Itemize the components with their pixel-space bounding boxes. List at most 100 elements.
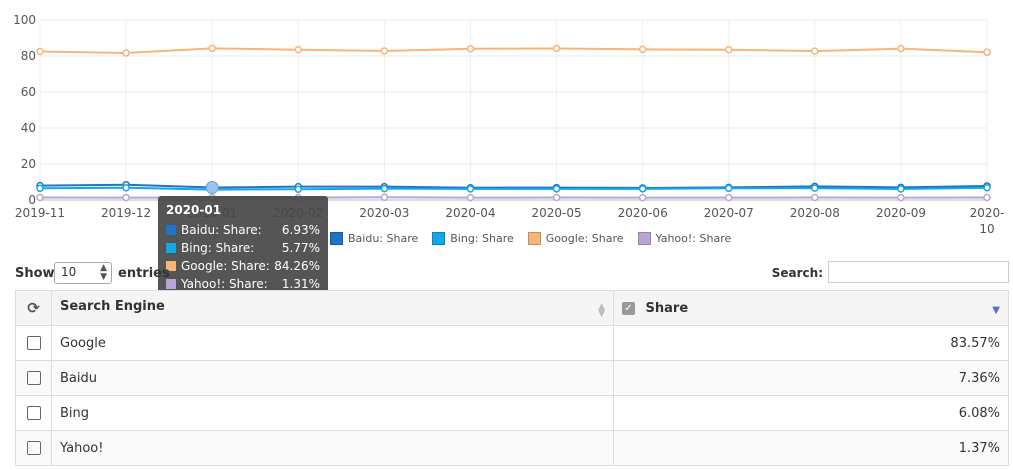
share-cell: 7.36% [613, 360, 1009, 396]
data-point [294, 185, 303, 193]
tooltip-row-yahoo: Yahoo!: Share: 1.31% [166, 275, 320, 293]
engine-cell: Yahoo! [51, 430, 614, 466]
y-tick-label: 60 [21, 85, 36, 99]
header-search-engine[interactable]: Search Engine ▲ ▼ [51, 290, 614, 326]
sort-icon: ▲ ▼ [598, 301, 605, 319]
table-controls: Show 10 ▲ ▼ entries Search: [15, 261, 1009, 287]
tooltip-swatch-google [166, 261, 176, 271]
data-point [122, 184, 130, 192]
row-checkbox-cell[interactable] [15, 430, 52, 466]
data-point [466, 45, 475, 53]
data-point [897, 44, 905, 53]
legend-item-baidu[interactable]: Baidu: Share [330, 232, 418, 245]
tooltip-swatch-bing [166, 243, 176, 253]
engine-cell: Bing [51, 395, 614, 431]
data-point [638, 45, 647, 54]
data-point [983, 184, 991, 192]
y-tick-label: 80 [21, 49, 36, 63]
search-input[interactable] [828, 261, 1009, 283]
row-checkbox-cell[interactable] [15, 395, 52, 431]
x-tick-label: 2020- [970, 206, 1005, 220]
header-share[interactable]: ✓ Share ▼ [613, 290, 1009, 326]
tooltip-label: Google: Share: [181, 259, 270, 273]
legend-label-google: Google: Share [545, 232, 624, 245]
header-search-engine-label: Search Engine [60, 298, 165, 314]
table-row[interactable]: Yahoo! 1.37% [15, 430, 1009, 466]
sort-descending-icon: ▼ [992, 304, 1000, 316]
legend-swatch-bing [432, 232, 446, 245]
table-header-row: ⟳ Search Engine ▲ ▼ ✓ Share ▼ [15, 290, 1009, 326]
data-point [466, 193, 475, 202]
data-point [36, 193, 44, 202]
data-point [811, 193, 819, 202]
data-point [294, 45, 303, 54]
row-checkbox-cell[interactable] [15, 325, 52, 361]
entries-select[interactable]: 10 ▲ ▼ [54, 262, 112, 284]
table-row[interactable]: Baidu 7.36% [15, 360, 1009, 396]
tooltip-row-google: Google: Share: 84.26% [166, 257, 320, 275]
data-point [638, 193, 647, 202]
tooltip-value: 6.93% [281, 223, 320, 237]
hover-point [205, 181, 219, 195]
data-point [380, 47, 389, 55]
data-point [36, 184, 44, 193]
data-point [897, 193, 905, 202]
legend-swatch-baidu [330, 232, 343, 245]
legend-label-baidu: Baidu: Share [348, 232, 419, 245]
chart-tooltip: 2020-01 Baidu: Share: 6.93% Bing: Share:… [158, 196, 328, 298]
data-point [724, 184, 733, 193]
table-row[interactable]: Google 83.57% [15, 325, 1009, 361]
data-point [724, 45, 733, 54]
column-checkbox-icon[interactable]: ✓ [622, 301, 635, 315]
x-tick-label: 2020-08 [790, 206, 840, 220]
data-point [122, 49, 130, 57]
y-tick-label: 0 [28, 193, 36, 207]
series-line-1 [39, 186, 988, 191]
show-label: Show [15, 266, 55, 281]
legend-item-google[interactable]: Google: Share [527, 232, 624, 245]
x-tick-label: 2020-09 [876, 206, 926, 220]
search-label: Search: [771, 266, 823, 280]
row-checkbox-cell[interactable] [15, 360, 52, 396]
x-tick-label: 2020-04 [445, 206, 495, 220]
data-point [983, 48, 991, 56]
share-cell: 1.37% [613, 430, 1009, 466]
table-row[interactable]: Bing 6.08% [15, 395, 1009, 431]
line-chart: 0204060801002019-112019-122020-012020-02… [13, 13, 1005, 235]
data-point [552, 44, 561, 53]
tooltip-row-bing: Bing: Share: 5.77% [166, 239, 320, 257]
row-checkbox[interactable] [26, 336, 41, 350]
legend-item-yahoo[interactable]: Yahoo!: Share [637, 232, 732, 245]
row-checkbox[interactable] [26, 406, 41, 420]
x-tick-label: 2020-06 [618, 206, 668, 220]
tooltip-row-baidu: Baidu: Share: 6.93% [166, 221, 320, 239]
refresh-icon[interactable]: ⟳ [27, 299, 40, 317]
series-line-0 [39, 183, 988, 189]
select-arrows-icon: ▲ ▼ [100, 263, 107, 282]
data-point [466, 185, 475, 193]
tooltip-swatch-yahoo [166, 279, 176, 289]
x-tick-label: 10 [979, 222, 994, 235]
legend-label-yahoo: Yahoo!: Share [655, 232, 732, 245]
engine-cell: Google [51, 325, 614, 361]
refresh-header[interactable]: ⟳ [15, 290, 52, 326]
data-point [36, 47, 44, 56]
x-tick-label: 2020-03 [359, 206, 409, 220]
y-tick-label: 100 [13, 13, 36, 27]
data-point [552, 185, 561, 193]
data-point [380, 193, 389, 202]
data-point [208, 44, 216, 53]
tooltip-swatch-baidu [166, 225, 176, 235]
share-cell: 6.08% [613, 395, 1009, 431]
data-point [724, 193, 733, 202]
tooltip-label: Bing: Share: [181, 241, 255, 255]
tooltip-value: 84.26% [274, 259, 320, 273]
chart-legend: Baidu: Share Bing: Share Google: Share Y… [330, 232, 731, 245]
entries-label: entries [118, 266, 170, 281]
legend-item-bing[interactable]: Bing: Share [432, 232, 514, 245]
data-point [983, 193, 991, 202]
tooltip-title: 2020-01 [166, 203, 222, 217]
data-point [638, 185, 647, 193]
row-checkbox[interactable] [26, 371, 41, 385]
row-checkbox[interactable] [26, 441, 41, 455]
